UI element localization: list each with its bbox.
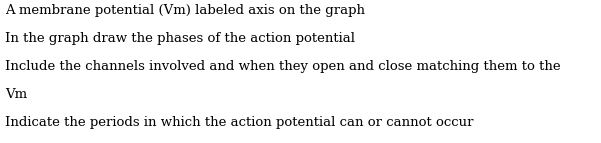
Text: In the graph draw the phases of the action potential: In the graph draw the phases of the acti… <box>5 32 355 45</box>
Text: A membrane potential (Vm) labeled axis on the graph: A membrane potential (Vm) labeled axis o… <box>5 4 365 17</box>
Text: Vm: Vm <box>5 88 27 101</box>
Text: Indicate the periods in which the action potential can or cannot occur: Indicate the periods in which the action… <box>5 116 474 129</box>
Text: Include the channels involved and when they open and close matching them to the: Include the channels involved and when t… <box>5 60 561 73</box>
